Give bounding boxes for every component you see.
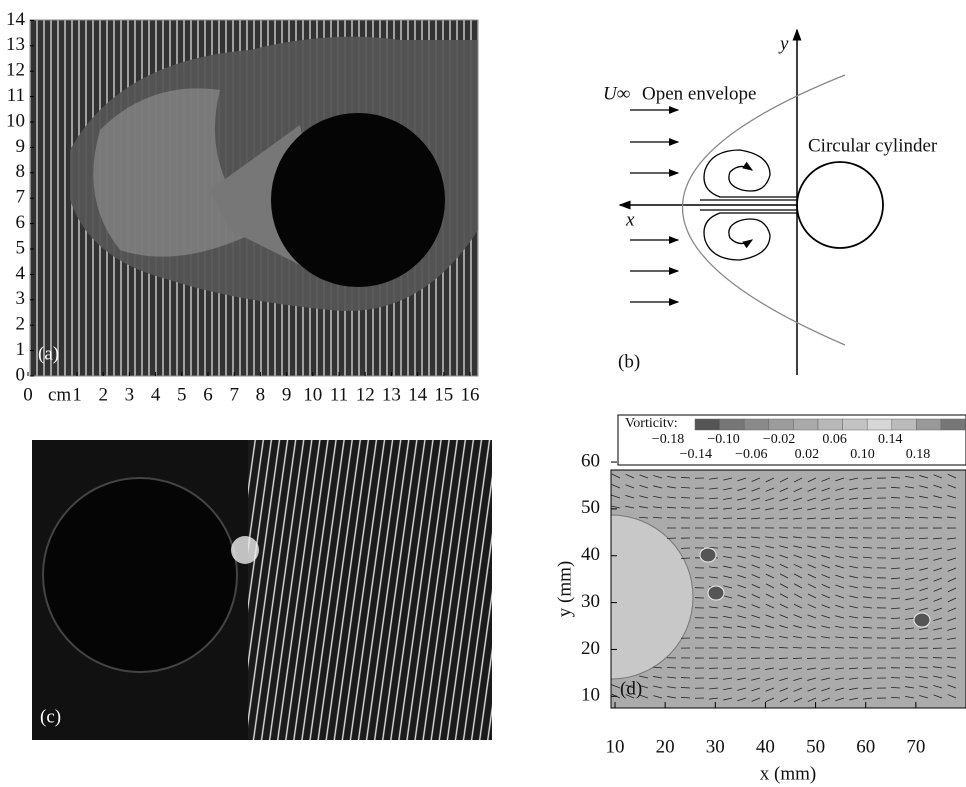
colorbar-swatch: [916, 419, 941, 430]
colorbar-swatch: [867, 419, 892, 430]
x-tick-label: 10: [606, 736, 625, 757]
y-tick-label: 8: [16, 161, 26, 182]
colorbar-swatch: [941, 419, 966, 430]
y-tick-label: 0: [16, 364, 26, 385]
colorbar-tick-label: 0.06: [822, 432, 847, 447]
y-tick-label: 40: [581, 544, 600, 565]
vector: [807, 658, 816, 659]
colorbar-tick-label: −0.06: [735, 447, 767, 462]
colorbar-swatch: [695, 419, 720, 430]
vector: [681, 558, 690, 559]
x-tick-label: 3: [125, 384, 135, 405]
x-tick-label: 6: [203, 384, 213, 405]
y-tick-label: 20: [581, 638, 600, 659]
y-tick-label: 60: [581, 450, 600, 471]
vector: [793, 647, 802, 648]
y-tick-label: 1: [16, 339, 26, 360]
colorbar-tick-label: −0.18: [652, 432, 684, 447]
vortex: [708, 586, 724, 600]
x-tick-label: 12: [356, 384, 375, 405]
vector: [863, 508, 872, 509]
colorbar-title: Vorticitv:: [625, 416, 678, 431]
figure: (a) cm U∞ Open envelope Circular cylinde…: [0, 0, 966, 787]
y-tick-label: 10: [581, 685, 600, 706]
y-tick-label: 9: [16, 136, 26, 157]
x-tick-label: 10: [303, 384, 322, 405]
x-axis-label: x: [625, 209, 635, 230]
y-tick-label: 10: [6, 110, 25, 131]
colorbar-swatch: [720, 419, 745, 430]
x-tick-label: 70: [906, 736, 925, 757]
panel-label: (c): [40, 706, 61, 727]
x-tick-label: 7: [229, 384, 239, 405]
x-tick-label: 1: [72, 384, 82, 405]
x-tick-label: 20: [656, 736, 675, 757]
x-unit: cm: [48, 384, 71, 405]
colorbar-tick-label: −0.14: [680, 447, 712, 462]
x-tick-label: 15: [434, 384, 453, 405]
panel-label: (b): [618, 351, 640, 372]
vector: [765, 647, 774, 648]
diagram-b: U∞ Open envelope Circular cylinder y x (…: [603, 30, 938, 375]
colorbar-swatch: [843, 419, 868, 430]
colorbar-swatch: [892, 419, 917, 430]
photo-a: (a): [30, 20, 478, 376]
x-tick-label: 40: [756, 736, 775, 757]
x-tick-label: 9: [282, 384, 292, 405]
x-tick-label: 13: [382, 384, 401, 405]
x-tick-label: 14: [408, 384, 428, 405]
free-stream-label: U∞: [603, 83, 630, 104]
vector: [779, 647, 788, 648]
x-tick-label: 5: [177, 384, 187, 405]
y-tick-label: 6: [16, 212, 26, 233]
x-tick-label: 16: [461, 384, 480, 405]
vortex: [914, 613, 930, 627]
colorbar-swatch: [793, 419, 818, 430]
x-tick-label: 11: [330, 384, 348, 405]
envelope-label: Open envelope: [642, 83, 756, 104]
y-tick-label: 4: [16, 263, 26, 284]
y-tick-label: 7: [16, 187, 26, 208]
y-tick-label: 2: [16, 314, 26, 335]
y-tick-label: 30: [581, 591, 600, 612]
colorbar-tick-label: −0.02: [763, 432, 795, 447]
y-axis-title: y (mm): [554, 561, 575, 617]
x-tick-label: 30: [706, 736, 725, 757]
x-tick-label: 0: [23, 384, 33, 405]
cylinder-label: Circular cylinder: [808, 135, 938, 156]
vector: [765, 658, 774, 659]
colorbar-tick-label: 0.02: [795, 447, 820, 462]
vortex: [700, 548, 716, 562]
colorbar-swatch: [818, 419, 843, 430]
y-tick-label: 13: [6, 34, 25, 55]
x-axis-title: x (mm): [760, 763, 816, 784]
colorbar-tick-label: 0.14: [878, 432, 903, 447]
y-tick-label: 5: [16, 237, 26, 258]
x-tick-label: 2: [98, 384, 108, 405]
page: (a) cm U∞ Open envelope Circular cylinde…: [0, 0, 966, 787]
vector: [947, 657, 956, 658]
y-axis-label: y: [778, 33, 789, 54]
colorbar-tick-label: −0.10: [707, 432, 739, 447]
colorbar-swatch: [744, 419, 769, 430]
x-tick-label: 8: [256, 384, 266, 405]
vector: [891, 497, 900, 498]
vector: [723, 518, 732, 519]
vector: [807, 647, 816, 648]
x-tick-label: 50: [806, 736, 825, 757]
y-tick-label: 14: [6, 9, 26, 30]
x-tick-label: 60: [856, 736, 875, 757]
panel-label: (d): [620, 678, 642, 699]
y-tick-label: 11: [7, 85, 25, 106]
y-tick-label: 3: [16, 288, 26, 309]
y-tick-label: 50: [581, 497, 600, 518]
colorbar-swatch: [769, 419, 794, 430]
vector: [891, 677, 900, 678]
photo-c: (c): [32, 440, 492, 740]
colorbar-tick-label: 0.10: [850, 447, 875, 462]
x-tick-label: 4: [151, 384, 161, 405]
colorbar-tick-label: 0.18: [906, 447, 931, 462]
panel-label: (a): [38, 343, 59, 364]
y-tick-label: 12: [6, 60, 25, 81]
